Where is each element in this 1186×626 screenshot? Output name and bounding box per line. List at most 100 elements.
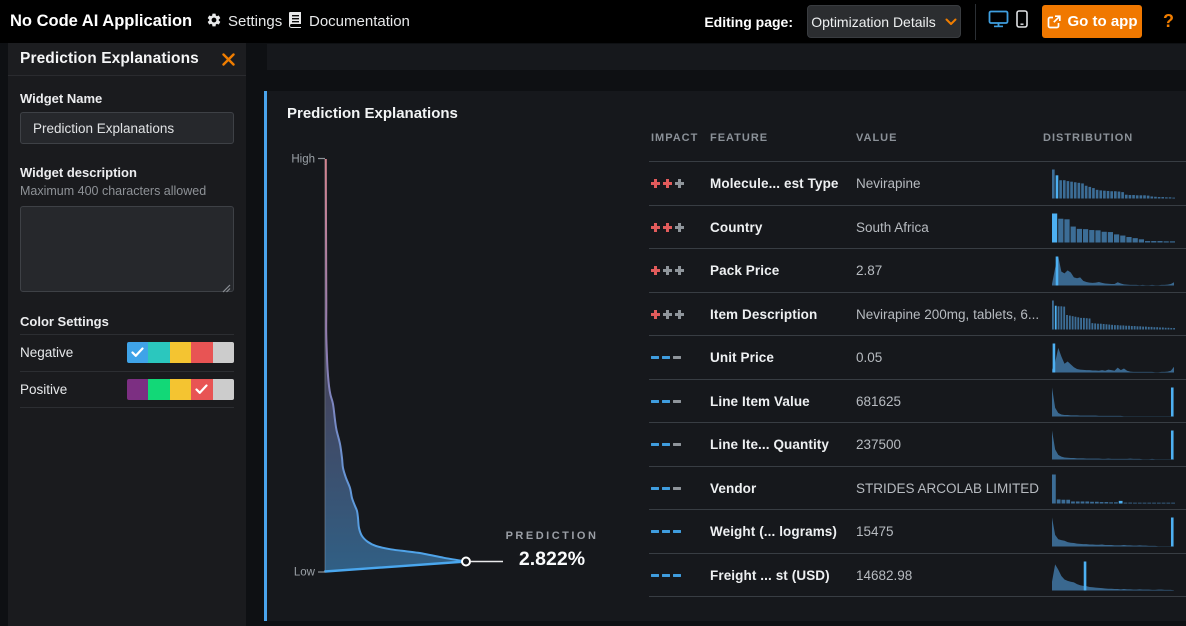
go-to-app-button[interactable]: Go to app (1042, 5, 1142, 38)
column-header-value: VALUE (856, 132, 898, 144)
impact-minus-markers (651, 510, 681, 553)
distribution-histogram (1052, 430, 1174, 460)
distribution-cell (1052, 168, 1176, 205)
distribution-histogram (1052, 256, 1174, 286)
color-swatch-purple[interactable] (127, 378, 149, 400)
feature-name: Line Ite... Quantity (710, 437, 830, 452)
feature-value: Nevirapine 200mg, tablets, 6... (856, 306, 1040, 322)
color-swatch-red[interactable] (191, 342, 213, 364)
feature-value: 15475 (856, 524, 894, 539)
distribution-cell (1052, 429, 1176, 466)
app-title: No Code AI Application (10, 12, 193, 30)
color-swatch-green[interactable] (148, 378, 170, 400)
color-swatch-blue-selected[interactable] (127, 342, 149, 364)
prediction-value: 2.822% (519, 548, 585, 570)
feature-value: STRIDES ARCOLAB LIMITED (856, 480, 1040, 496)
table-row-freight-st-usd-[interactable]: Freight ... st (USD) 14682.98 (649, 552, 1186, 597)
panel-title: Prediction Explanations (20, 50, 199, 67)
distribution-histogram (1052, 300, 1175, 329)
widget-description-label: Widget description (20, 165, 137, 180)
settings-label: Settings (228, 13, 283, 30)
color-swatch-red-selected[interactable] (191, 378, 213, 400)
prediction-distribution-chart: High Low PREDICTION 2.822% (291, 154, 599, 579)
documentation-button[interactable]: Documentation (288, 0, 410, 43)
distribution-cell (1052, 299, 1176, 336)
feature-name: Vendor (710, 480, 757, 496)
positive-label: Positive (20, 381, 68, 397)
color-swatch-gray[interactable] (212, 378, 234, 400)
distribution-histogram (1052, 213, 1175, 242)
distribution-histogram (1052, 517, 1174, 547)
impact-minus-markers (651, 380, 681, 423)
negative-color-row: Negative (20, 335, 234, 372)
color-settings-label: Color Settings (20, 314, 109, 329)
table-row-item-description[interactable]: Item Description Nevirapine 200mg, tablet… (649, 291, 1186, 336)
positive-color-row: Positive (20, 372, 234, 408)
monitor-icon (988, 10, 1009, 33)
table-row-line-item-value[interactable]: Line Item Value 681625 (649, 378, 1186, 423)
widget-description-textarea[interactable] (20, 206, 234, 292)
negative-label: Negative (20, 345, 74, 361)
table-row-pack-price[interactable]: Pack Price 2.87 (649, 248, 1186, 292)
feature-name: Item Description (710, 306, 818, 322)
distribution-histogram (1052, 561, 1174, 590)
negative-color-swatches[interactable] (127, 342, 234, 364)
impact-plus-markers (651, 293, 684, 336)
distribution-cell (1052, 255, 1176, 292)
table-row-molecule-est-type[interactable]: Molecule... est Type Nevirapine (649, 161, 1186, 205)
help-button[interactable]: ? (1163, 11, 1174, 31)
feature-value: South Africa (856, 219, 929, 235)
go-to-app-label: Go to app (1067, 13, 1138, 30)
distribution-cell (1052, 560, 1176, 597)
widget-settings-panel: Prediction Explanations Widget Name Widg… (8, 43, 246, 626)
explanations-table: IMPACT FEATURE VALUE DISTRIBUTION Molecu… (649, 91, 1186, 620)
mobile-view-button[interactable] (1016, 0, 1028, 43)
book-icon (288, 11, 303, 32)
close-icon[interactable] (222, 43, 235, 76)
prediction-label: PREDICTION (506, 530, 599, 542)
widget-name-label: Widget Name (20, 91, 103, 106)
distribution-histogram (1052, 343, 1174, 373)
feature-name: Line Item Value (710, 393, 810, 409)
distribution-histogram (1052, 387, 1174, 416)
table-row-weight-lograms-[interactable]: Weight (... lograms) 15475 (649, 509, 1186, 553)
gear-icon (206, 12, 222, 32)
topbar-divider (975, 4, 976, 40)
impact-minus-markers (651, 336, 681, 379)
distribution-cell (1052, 386, 1176, 423)
feature-name: Pack Price (710, 263, 780, 278)
feature-name: Freight ... st (USD) (710, 567, 830, 583)
color-swatch-teal[interactable] (148, 342, 170, 364)
table-header: IMPACT FEATURE VALUE DISTRIBUTION (649, 132, 1186, 152)
color-swatch-gray[interactable] (212, 342, 234, 364)
table-row-line-ite-quantity[interactable]: Line Ite... Quantity 237500 (649, 422, 1186, 466)
feature-value: 14682.98 (856, 567, 913, 583)
positive-color-swatches[interactable] (127, 378, 234, 400)
prediction-explanations-widget[interactable]: Prediction Explanations High Low PREDICTIO… (264, 91, 1186, 621)
table-bottom-divider (649, 596, 1186, 597)
distribution-cell (1052, 473, 1176, 510)
phone-icon (1016, 10, 1028, 33)
top-bar: No Code AI Application Settings Document… (0, 0, 1186, 43)
table-row-vendor[interactable]: Vendor STRIDES ARCOLAB LIMITED (649, 465, 1186, 510)
widget-name-input[interactable] (20, 112, 234, 144)
impact-plus-markers (651, 206, 684, 249)
feature-value: 2.87 (856, 263, 883, 278)
table-row-country[interactable]: Country South Africa (649, 204, 1186, 249)
column-header-impact: IMPACT (651, 132, 699, 144)
axis-label-low: Low (294, 567, 316, 579)
axis-label-high: High (291, 154, 315, 166)
color-swatch-yellow[interactable] (169, 378, 192, 400)
external-link-icon (1047, 14, 1061, 29)
feature-value: 0.05 (856, 350, 883, 365)
desktop-view-button[interactable] (988, 0, 1009, 43)
impact-minus-markers (651, 467, 681, 510)
table-row-unit-price[interactable]: Unit Price 0.05 (649, 335, 1186, 379)
distribution-cell (1052, 212, 1176, 249)
page-selector-dropdown[interactable]: Optimization Details (807, 5, 961, 38)
color-swatch-yellow[interactable] (169, 342, 192, 364)
settings-button[interactable]: Settings (206, 0, 282, 43)
distribution-cell (1052, 342, 1176, 379)
impact-minus-markers (651, 554, 681, 597)
